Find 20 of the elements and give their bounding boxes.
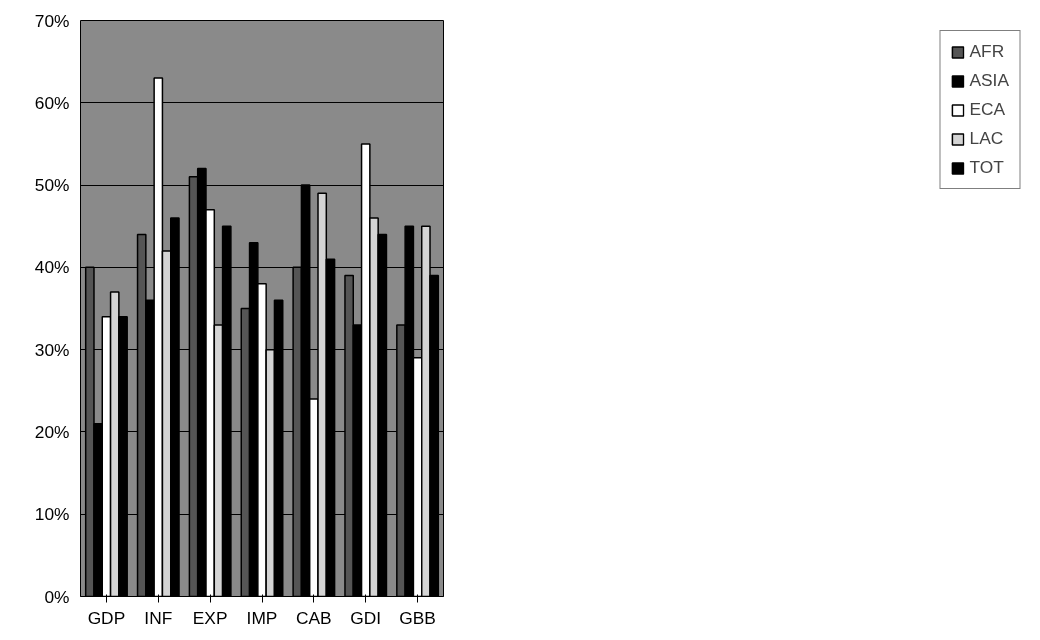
- legend-label: AFR: [969, 41, 1005, 62]
- x-tick-label: IMP: [246, 607, 278, 628]
- y-tick-label: 20%: [34, 421, 70, 442]
- x-tick-label: INF: [144, 607, 173, 628]
- y-tick-label: 30%: [34, 339, 70, 360]
- x-tick-label: GDI: [350, 607, 382, 628]
- legend-label: LAC: [969, 128, 1004, 149]
- x-tick-label: EXP: [192, 607, 228, 628]
- y-tick-label: 60%: [34, 92, 70, 113]
- legend-label: ASIA: [969, 70, 1009, 91]
- x-tick-label: GBB: [399, 607, 436, 628]
- y-tick-label: 0%: [44, 586, 70, 607]
- y-tick-label: 70%: [34, 10, 70, 31]
- legend-label: ECA: [969, 99, 1006, 120]
- y-tick-label: 10%: [34, 504, 70, 525]
- x-tick-label: GDP: [87, 607, 126, 628]
- y-tick-label: 50%: [34, 175, 70, 196]
- x-tick-label: CAB: [296, 607, 332, 628]
- legend-label: TOT: [969, 157, 1004, 178]
- y-tick-label: 40%: [34, 257, 70, 278]
